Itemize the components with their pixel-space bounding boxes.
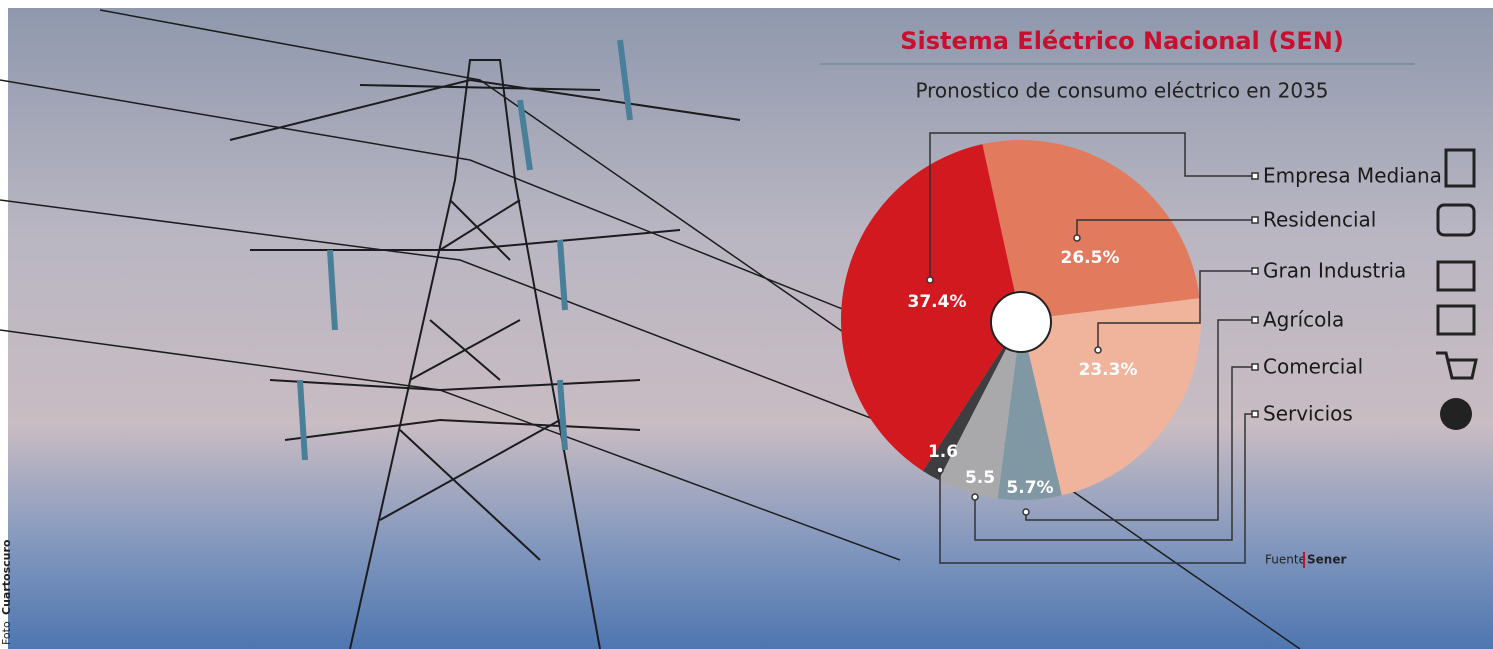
chart-subtitle: Pronostico de consumo eléctrico en 2035: [915, 79, 1328, 103]
legend-marker: [1252, 317, 1258, 323]
legend-marker: [1252, 268, 1258, 274]
legend-marker: [1252, 217, 1258, 223]
value-label: 23.3%: [1079, 360, 1138, 380]
legend-label: Empresa Mediana: [1263, 164, 1442, 188]
leader-dot: [1074, 235, 1080, 241]
value-label: 1.6: [928, 442, 958, 462]
legend-label: Agrícola: [1263, 308, 1344, 332]
legend-label: Residencial: [1263, 208, 1376, 232]
pie-hole: [991, 292, 1051, 352]
leader-dot: [1023, 509, 1029, 515]
chart-title: Sistema Eléctrico Nacional (SEN): [900, 27, 1344, 55]
value-label: 37.4%: [908, 292, 967, 312]
value-label: 26.5%: [1061, 248, 1120, 268]
value-label: 5.7%: [1006, 478, 1053, 498]
legend-label: Comercial: [1263, 355, 1363, 379]
legend-marker: [1252, 364, 1258, 370]
leader-dot: [1095, 347, 1101, 353]
legend-label: Servicios: [1263, 402, 1353, 426]
leader-dot: [927, 277, 933, 283]
leader-dot: [972, 494, 978, 500]
legend-marker: [1252, 173, 1258, 179]
legend-marker: [1252, 411, 1258, 417]
infographic: Sistema Eléctrico Nacional (SEN) Pronost…: [0, 0, 1493, 649]
source: Sener: [1307, 553, 1346, 567]
source-label: Fuente: [1265, 553, 1306, 567]
leader-dot: [937, 467, 943, 473]
value-label: 5.5: [965, 468, 995, 488]
legend-label: Gran Industria: [1263, 259, 1406, 283]
photo-credit: Cuartoscuro: [0, 539, 13, 615]
photo-label: Foto: [0, 621, 13, 645]
icon-services: [1440, 398, 1472, 430]
